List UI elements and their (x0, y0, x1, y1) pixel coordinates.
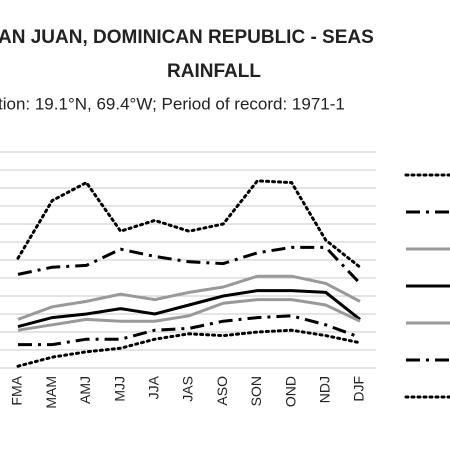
x-tick-label: DJF (351, 376, 367, 402)
chart-title-line2: RAINFALL (167, 61, 261, 82)
x-tick-label: OND (282, 376, 298, 407)
chart-title: AN JUAN, DOMINICAN REPUBLIC - SEAS (0, 27, 374, 48)
x-tick-label: NDJ (317, 376, 333, 403)
x-tick-label: FMA (9, 375, 25, 405)
series-line (17, 274, 361, 321)
x-tick-label: AMJ (77, 376, 93, 404)
series-line (16, 328, 362, 368)
x-tick-label: SON (248, 376, 264, 406)
x-tick-label: JJA (146, 375, 162, 399)
x-tick-label: JAS (180, 376, 196, 402)
series-line (17, 298, 361, 332)
x-tick-label: MJJ (111, 376, 127, 402)
chart-subtitle: tion: 19.1°N, 69.4°W; Period of record: … (0, 94, 345, 113)
series-line (17, 245, 362, 285)
series-line (18, 314, 361, 347)
x-tick-label: ASO (214, 376, 230, 406)
x-tick-label: MAM (43, 376, 59, 409)
series-line (17, 289, 361, 329)
series-line (16, 179, 362, 269)
